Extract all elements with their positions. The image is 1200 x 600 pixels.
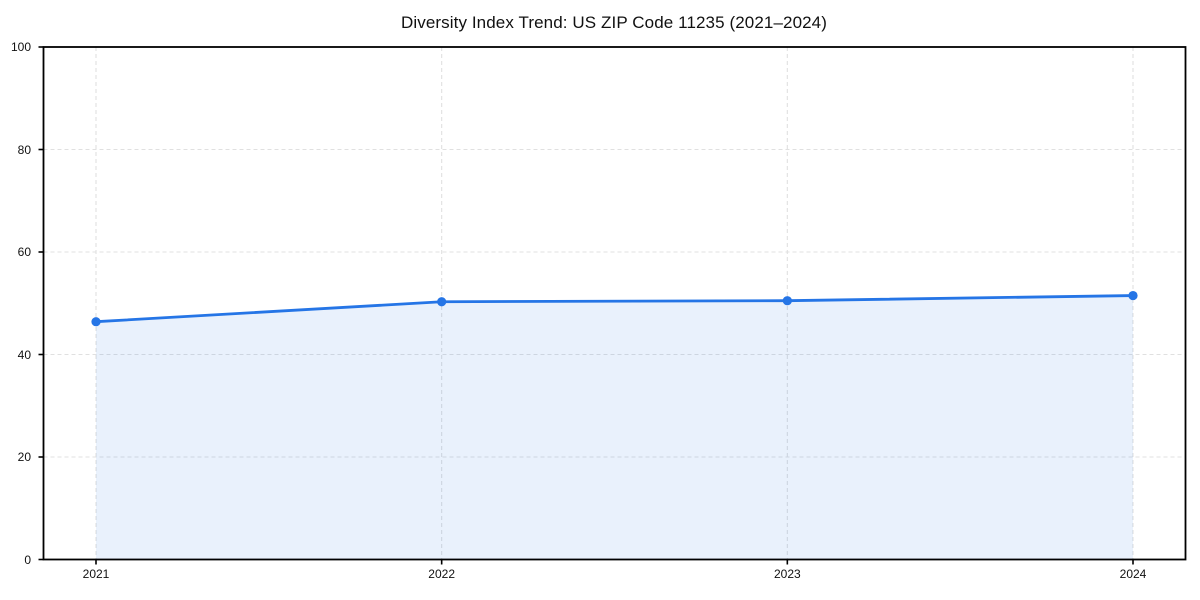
data-point-2022: [437, 297, 447, 307]
y-tick-label-60: 60: [17, 245, 31, 259]
data-point-2023: [782, 296, 792, 306]
area-fill: [96, 295, 1133, 560]
y-tick-label-80: 80: [17, 142, 31, 157]
plot-border: [42, 46, 1187, 561]
trend-line: [94, 294, 1135, 324]
x-tick-label-2023: 2023: [773, 567, 801, 581]
y-tick-label-40: 40: [17, 347, 31, 362]
y-tick-label-0: 0: [24, 552, 31, 567]
data-point-2024: [1128, 290, 1138, 301]
y-tick-label-100: 100: [10, 40, 31, 54]
y-tick-label-20: 20: [17, 450, 31, 464]
x-tick-label-2021: 2021: [82, 567, 110, 581]
y-axis-tick-labels: 0 20 40 60 80 100: [0, 0, 37, 600]
chart-title: Diversity Index Trend: US ZIP Code 11235…: [400, 13, 828, 32]
x-axis-tick-labels: 2021 2022 2023 2024: [0, 567, 1200, 587]
x-tick-label-2022: 2022: [428, 567, 456, 581]
data-point-2021: [91, 317, 101, 327]
x-tick-label-2024: 2024: [1119, 567, 1147, 581]
